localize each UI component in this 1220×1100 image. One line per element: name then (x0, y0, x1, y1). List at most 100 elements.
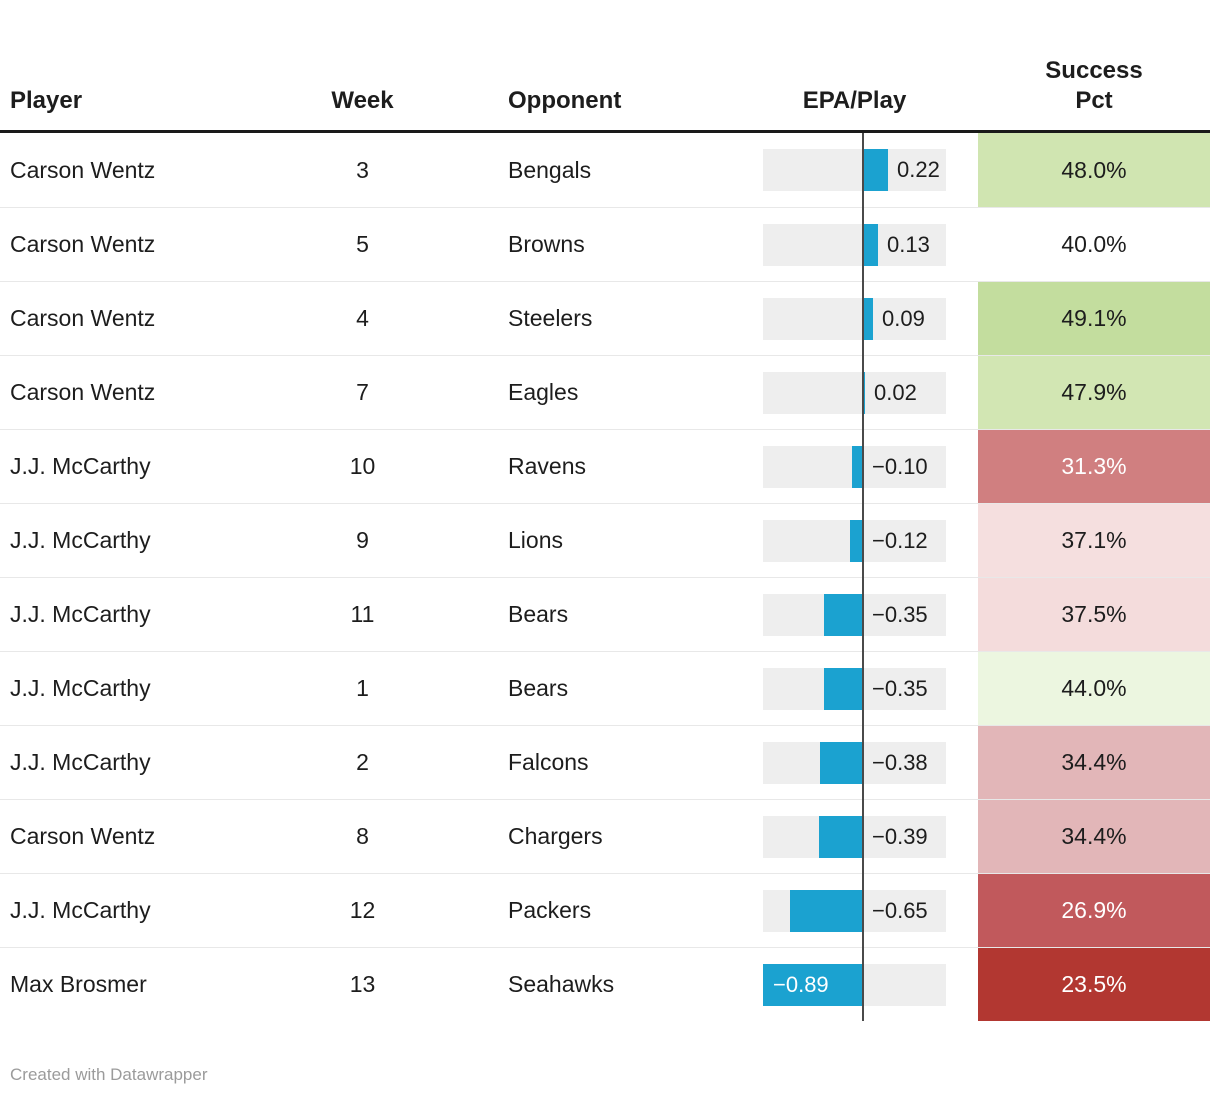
week-cell: 7 (356, 379, 369, 405)
opponent-cell: Browns (508, 231, 585, 257)
opponent-cell: Bears (508, 675, 569, 701)
epa-value-label: −0.38 (872, 749, 928, 775)
opponent-cell: Eagles (508, 379, 579, 405)
table-header-row: Player Week Opponent EPA/Play Success Pc… (0, 0, 1210, 133)
success-pct-cell: 44.0% (978, 652, 1210, 725)
opponent-cell: Steelers (508, 305, 593, 331)
player-cell: J.J. McCarthy (10, 527, 151, 553)
epa-bar (763, 963, 863, 1006)
epa-bar (852, 445, 863, 488)
epa-bar (863, 149, 888, 191)
epa-bar (824, 667, 863, 710)
week-cell: 11 (350, 601, 375, 627)
epa-cell: −0.65 (763, 874, 978, 947)
epa-cell: −0.12 (763, 504, 978, 577)
player-cell: Carson Wentz (10, 231, 156, 257)
success-pct-cell: 23.5% (978, 948, 1210, 1021)
epa-value-label: −0.12 (872, 527, 928, 553)
epa-value-label: −0.10 (872, 453, 928, 479)
epa-bar-track: −0.65 (763, 889, 946, 932)
epa-bar (863, 371, 865, 414)
epa-value-label: −0.35 (872, 675, 928, 701)
opponent-cell: Lions (508, 527, 563, 553)
epa-bar-track: −0.35 (763, 667, 946, 710)
epa-value-label: 0.22 (897, 157, 940, 182)
success-pct-cell: 26.9% (978, 874, 1210, 947)
week-cell: 9 (356, 527, 369, 553)
epa-value-label: 0.09 (882, 305, 925, 331)
epa-bar-track: −0.38 (763, 741, 946, 784)
table-row: J.J. McCarthy 2 Falcons −0.38 34.4% (0, 725, 1210, 799)
column-header-player: Player (10, 87, 83, 114)
opponent-cell: Falcons (508, 749, 589, 775)
week-cell: 12 (349, 897, 376, 923)
epa-cell: −0.38 (763, 726, 978, 799)
opponent-cell: Bears (508, 601, 569, 627)
epa-value-label: 0.13 (887, 231, 930, 257)
epa-bar-track: 0.02 (763, 371, 946, 414)
table-body: Carson Wentz 3 Bengals 0.22 48.0% Carson… (0, 133, 1210, 1021)
week-cell: 4 (356, 305, 369, 331)
table-row: Carson Wentz 8 Chargers −0.39 34.4% (0, 799, 1210, 873)
opponent-cell: Bengals (508, 156, 592, 183)
success-pct-cell: 34.4% (978, 726, 1210, 799)
epa-bar (819, 815, 863, 858)
table-row: Carson Wentz 5 Browns 0.13 40.0% (0, 207, 1210, 281)
opponent-cell: Seahawks (508, 971, 615, 997)
epa-bar (820, 741, 863, 784)
epa-bar-track: −0.10 (763, 445, 946, 488)
player-cell: J.J. McCarthy (10, 897, 151, 923)
epa-cell: 0.09 (763, 282, 978, 355)
epa-bar-track: −0.39 (763, 815, 946, 858)
player-cell: J.J. McCarthy (10, 675, 151, 701)
table-row: Carson Wentz 7 Eagles 0.02 47.9% (0, 355, 1210, 429)
epa-bar-track: −0.12 (763, 519, 946, 562)
epa-cell: −0.39 (763, 800, 978, 873)
success-pct-cell: 40.0% (978, 208, 1210, 281)
opponent-cell: Chargers (508, 823, 603, 849)
player-cell: Carson Wentz (10, 379, 156, 405)
epa-bar-track: 0.22 (763, 149, 946, 191)
success-pct-cell: 37.1% (978, 504, 1210, 577)
stats-table: Player Week Opponent EPA/Play Success Pc… (0, 0, 1210, 1021)
table-row: J.J. McCarthy 11 Bears −0.35 37.5% (0, 577, 1210, 651)
epa-value-label: 0.02 (874, 379, 917, 405)
epa-value-label: −0.39 (872, 823, 928, 849)
player-cell: Max Brosmer (10, 971, 147, 997)
epa-cell: 0.02 (763, 356, 978, 429)
week-cell: 13 (349, 971, 376, 997)
epa-cell: 0.22 (763, 133, 978, 207)
table-row: J.J. McCarthy 9 Lions −0.12 37.1% (0, 503, 1210, 577)
epa-cell: −0.10 (763, 430, 978, 503)
success-header-line2: Pct (1075, 87, 1113, 114)
week-cell: 1 (356, 675, 369, 701)
player-cell: Carson Wentz (10, 823, 156, 849)
player-cell: Carson Wentz (10, 305, 156, 331)
epa-bar (824, 593, 863, 636)
table-row: J.J. McCarthy 12 Packers −0.65 26.9% (0, 873, 1210, 947)
epa-cell: −0.35 (763, 652, 978, 725)
epa-bar-track: 0.09 (763, 297, 946, 340)
player-cell: Carson Wentz (10, 156, 156, 183)
epa-bar-track: −0.89 (763, 963, 946, 1006)
epa-bar (790, 889, 863, 932)
week-cell: 2 (356, 749, 369, 775)
opponent-cell: Packers (508, 897, 592, 923)
table-row: Carson Wentz 4 Steelers 0.09 49.1% (0, 281, 1210, 355)
epa-bar (863, 297, 873, 340)
player-cell: J.J. McCarthy (10, 453, 151, 479)
success-pct-cell: 34.4% (978, 800, 1210, 873)
epa-cell: −0.89 (763, 948, 978, 1021)
table-row: J.J. McCarthy 10 Ravens −0.10 31.3% (0, 429, 1210, 503)
success-pct-cell: 48.0% (978, 133, 1210, 207)
table-row: Max Brosmer 13 Seahawks −0.89 23.5% (0, 947, 1210, 1021)
player-cell: J.J. McCarthy (10, 749, 151, 775)
datawrapper-credit[interactable]: Created with Datawrapper (10, 1065, 208, 1084)
epa-bar-track: −0.35 (763, 593, 946, 636)
opponent-cell: Ravens (508, 453, 586, 479)
success-pct-cell: 49.1% (978, 282, 1210, 355)
epa-cell: 0.13 (763, 208, 978, 281)
epa-bar (863, 223, 878, 266)
epa-value-label: −0.89 (773, 971, 829, 997)
week-cell: 5 (356, 231, 369, 257)
